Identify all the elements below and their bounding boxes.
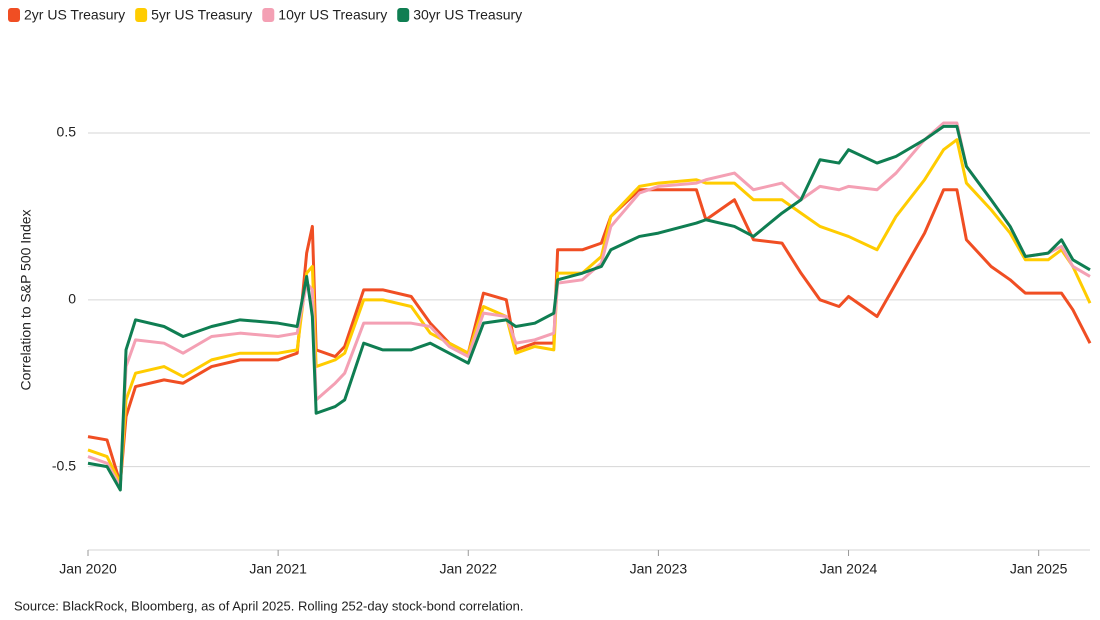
x-tick-label: Jan 2021: [249, 561, 307, 577]
x-tick-label: Jan 2025: [1010, 561, 1068, 577]
legend-swatch: [262, 8, 275, 22]
series-line: [87, 121, 1091, 489]
source-note: Source: BlackRock, Bloomberg, as of Apri…: [14, 598, 523, 613]
series-line: [87, 188, 1092, 485]
x-tick-label: Jan 2023: [630, 561, 688, 577]
x-tick-label: Jan 2022: [439, 561, 497, 577]
series-line: [87, 138, 1092, 485]
series-line: [87, 124, 1091, 492]
legend-label: 5yr US Treasury: [151, 7, 252, 23]
x-tick-label: Jan 2020: [59, 561, 117, 577]
legend-label: 30yr US Treasury: [413, 7, 522, 23]
legend-swatch: [397, 8, 410, 22]
y-axis-label: Correlation to S&P 500 Index: [18, 209, 34, 390]
legend-swatch: [8, 8, 20, 22]
y-tick-label: 0.5: [57, 124, 77, 140]
legend-swatch: [135, 8, 148, 22]
y-tick-label: 0: [68, 291, 76, 307]
y-tick-label: -0.5: [52, 457, 76, 473]
legend-label: 2yr US Treasury: [24, 7, 125, 23]
legend-label: 10yr US Treasury: [278, 7, 387, 23]
x-tick-label: Jan 2024: [820, 561, 878, 577]
